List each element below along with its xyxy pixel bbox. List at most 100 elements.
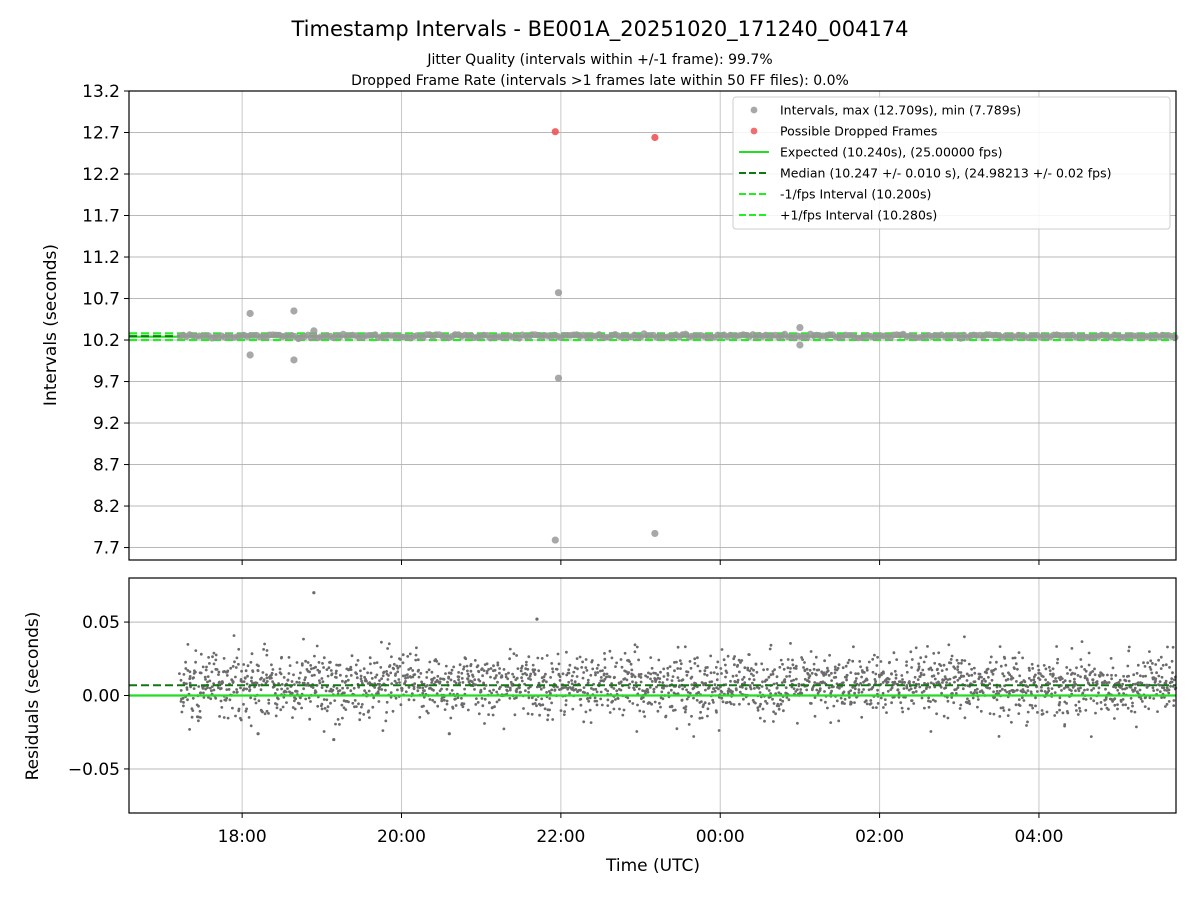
residual-point [1028, 669, 1031, 672]
intervals-y-tick-label: 8.2 [93, 497, 120, 517]
residual-point [214, 696, 218, 700]
residual-point [649, 677, 652, 681]
residual-point [930, 668, 934, 672]
residual-point [1040, 689, 1044, 693]
residual-point [520, 676, 523, 680]
residuals-x-tick-label: 22:00 [536, 827, 585, 847]
residual-point [650, 666, 654, 670]
residual-point [1107, 681, 1111, 684]
residual-point [901, 678, 904, 681]
residual-point [753, 687, 756, 690]
residual-point [959, 703, 963, 707]
residual-point [548, 697, 552, 700]
residual-point [217, 673, 220, 676]
residual-point [957, 670, 961, 674]
residual-point [738, 690, 742, 694]
residual-point [715, 710, 718, 714]
residual-point [978, 672, 982, 676]
residual-point [396, 688, 399, 692]
residual-point [477, 670, 481, 674]
residual-point [717, 729, 721, 732]
residual-point [960, 675, 963, 678]
residual-point [255, 681, 259, 685]
residual-point [225, 688, 229, 691]
residual-point [203, 675, 207, 679]
residual-point [1062, 680, 1065, 684]
residual-point [357, 685, 361, 689]
residual-point [634, 681, 638, 685]
residual-point [650, 680, 654, 683]
residual-point [692, 735, 696, 738]
residual-point [325, 668, 329, 671]
residual-point [1078, 709, 1082, 713]
residual-point [274, 692, 277, 695]
residual-point [1078, 706, 1081, 710]
residual-point [982, 677, 986, 681]
residual-point [1014, 662, 1018, 666]
residual-point [293, 683, 296, 686]
residual-point [260, 676, 263, 680]
residual-point [791, 663, 795, 667]
residual-point [1066, 685, 1070, 689]
residual-point [713, 689, 717, 693]
residual-point [201, 665, 205, 669]
residual-point [182, 701, 185, 704]
residual-point [738, 670, 741, 674]
residual-point [618, 707, 621, 711]
residual-point [194, 660, 198, 664]
residual-point [948, 677, 952, 681]
residual-point [661, 681, 665, 684]
residual-point [1018, 674, 1022, 678]
residual-point [595, 667, 599, 670]
residual-point [357, 702, 360, 706]
residual-point [944, 677, 948, 681]
residual-point [524, 689, 527, 693]
residual-point [318, 670, 322, 673]
residual-point [527, 690, 530, 694]
residual-point [589, 721, 593, 724]
residual-point [1132, 673, 1136, 677]
residual-point [234, 675, 237, 679]
residual-point [854, 679, 857, 683]
residual-point [522, 707, 525, 710]
residual-point [669, 688, 673, 692]
residual-point [1154, 663, 1158, 666]
residual-point [1167, 691, 1171, 695]
residual-point [846, 661, 850, 665]
residual-point [746, 666, 750, 670]
residual-point [635, 730, 639, 733]
residual-point [257, 664, 260, 668]
residual-point [1107, 708, 1110, 711]
residual-point [847, 658, 851, 662]
residual-point [783, 680, 787, 684]
residual-point [1086, 678, 1089, 682]
residual-point [929, 700, 932, 703]
residual-point [890, 701, 893, 705]
residual-point [1036, 664, 1040, 668]
residual-point [646, 690, 650, 694]
residual-point [1087, 651, 1091, 655]
residual-point [390, 682, 394, 686]
residual-point [1156, 710, 1159, 713]
residual-point [1055, 645, 1058, 648]
residual-point [843, 702, 846, 705]
residual-point [564, 703, 568, 707]
residual-point [703, 701, 707, 705]
residual-point [848, 696, 851, 699]
residual-point [794, 664, 798, 668]
residual-point [588, 696, 592, 700]
residual-point [1031, 667, 1035, 670]
residual-point [565, 650, 568, 654]
residual-point [1131, 704, 1134, 708]
residual-point [281, 705, 285, 709]
residual-point [500, 675, 504, 679]
residual-point [306, 661, 310, 664]
residual-point [956, 668, 959, 671]
intervals-y-tick-label: 8.7 [93, 456, 120, 476]
residual-point [580, 666, 584, 669]
residual-point [1091, 681, 1095, 685]
residual-point [1011, 656, 1015, 660]
residual-point [186, 698, 189, 702]
residual-point [222, 716, 226, 719]
residual-point [1041, 712, 1045, 716]
